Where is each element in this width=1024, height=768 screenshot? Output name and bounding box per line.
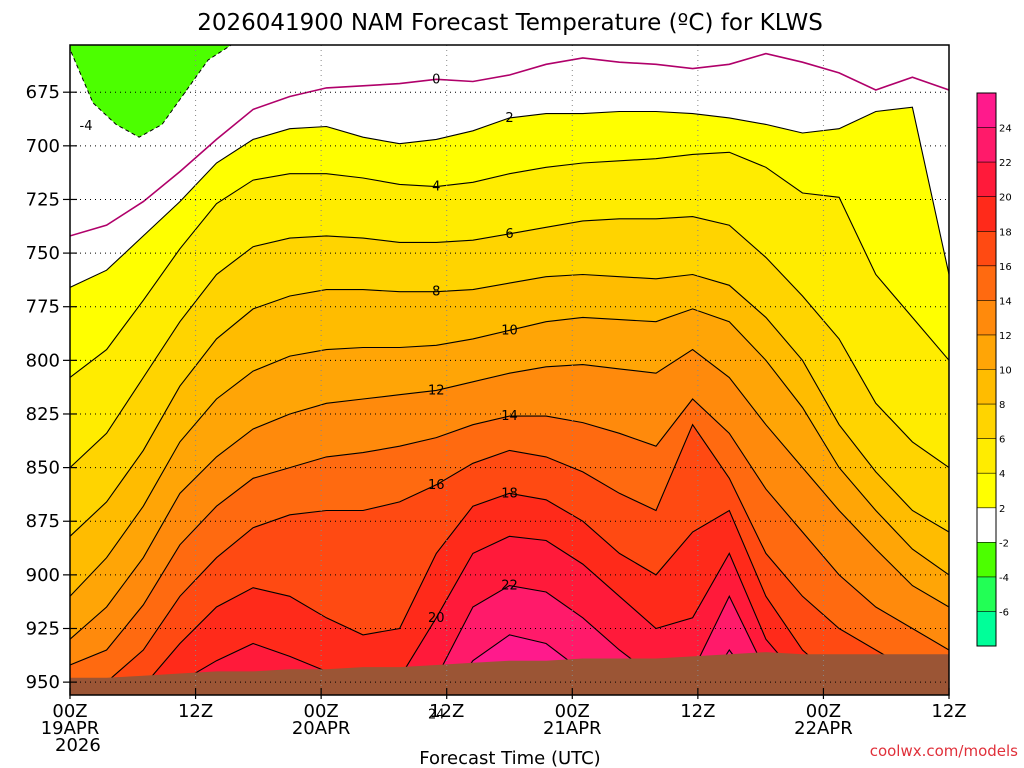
colorbar-segment-3: [977, 196, 996, 232]
colorbar-segment-9: [977, 404, 996, 440]
y-tick-label-800: 800: [26, 350, 60, 371]
y-tick-label-775: 775: [26, 297, 60, 318]
colorbar-segment-10: [977, 438, 996, 474]
y-tick-label-725: 725: [26, 189, 60, 210]
contour-label-14: 14: [501, 409, 518, 424]
colorbar-segment-6: [977, 300, 996, 336]
plot-frame: [69, 44, 950, 696]
y-tick-label-900: 900: [26, 565, 60, 586]
colorbar-segment-13: [977, 542, 996, 578]
colorbar-segment-12: [977, 507, 996, 543]
y-tick-label-700: 700: [26, 136, 60, 157]
colorbar-label-2: 2: [999, 504, 1005, 515]
contour-label-24: 24: [428, 707, 445, 722]
y-tick-label-850: 850: [26, 458, 60, 479]
y-tick-label-950: 950: [26, 672, 60, 693]
colorbar-label-4: 4: [999, 469, 1005, 480]
colorbar-segment-2: [977, 162, 996, 198]
colorbar-segment-11: [977, 473, 996, 509]
colorbar-label-10: 10: [999, 366, 1012, 377]
colorbar-label-22: 22: [999, 158, 1012, 169]
contour-label-12: 12: [428, 383, 445, 398]
colorbar-label-6: 6: [999, 435, 1005, 446]
colorbar-segment-7: [977, 334, 996, 370]
contour-label-4: 4: [432, 180, 440, 195]
plot-area: [70, 45, 949, 695]
x-tick-label-24-0: 00Z: [304, 701, 339, 722]
band--4: [70, 45, 259, 138]
colorbar-segment-5: [977, 265, 996, 301]
y-tick-label-875: 875: [26, 511, 60, 532]
y-tick-label-750: 750: [26, 243, 60, 264]
contour-label--4: -4: [80, 119, 93, 134]
x-tick-label-60-0: 12Z: [680, 701, 715, 722]
colorbar-label-16: 16: [999, 262, 1012, 273]
x-tick-label-12-0: 12Z: [178, 701, 213, 722]
x-tick-label-48-1: 21APR: [543, 718, 602, 739]
contour-8: [70, 273, 949, 537]
contour-22: [237, 585, 791, 695]
y-tick-label-925: 925: [26, 618, 60, 639]
contour-16: [70, 423, 949, 694]
contour-12: [70, 348, 949, 640]
colorbar-label-18: 18: [999, 227, 1012, 238]
colorbar-label--4: -4: [999, 573, 1009, 584]
colorbar-label-14: 14: [999, 296, 1012, 307]
x-tick-label-24-1: 20APR: [292, 718, 351, 739]
y-tick-label-675: 675: [26, 82, 60, 103]
x-tick-label-0-1: 19APR: [41, 718, 100, 739]
x-tick-label-72-0: 00Z: [806, 701, 841, 722]
contour-18: [117, 492, 892, 695]
contour-label-10: 10: [501, 323, 518, 338]
colorbar-label-24: 24: [999, 124, 1012, 135]
x-tick-label-48-0: 00Z: [555, 701, 590, 722]
contour-label-18: 18: [501, 486, 518, 501]
contour-label-0: 0: [432, 72, 440, 87]
contour-label-2: 2: [505, 111, 513, 126]
contour-6: [70, 216, 949, 469]
colorbar-segment-1: [977, 127, 996, 163]
colorbar-segment-8: [977, 369, 996, 405]
colorbar-label-12: 12: [999, 331, 1012, 342]
x-tick-label-72-1: 22APR: [794, 718, 853, 739]
x-tick-label-84-0: 12Z: [931, 701, 966, 722]
contour-label-6: 6: [505, 227, 513, 242]
contour-label-8: 8: [432, 285, 440, 300]
x-tick-label-36-0: 12Z: [429, 701, 464, 722]
chart-title: 2026041900 NAM Forecast Temperature (ºC)…: [197, 10, 823, 36]
x-axis-label: Forecast Time (UTC): [419, 748, 600, 768]
contour-14: [70, 398, 949, 666]
contour-4: [70, 151, 949, 378]
colorbar-label--2: -2: [999, 538, 1009, 549]
credit-text: coolwx.com/models: [870, 742, 1018, 760]
contour-2: [70, 106, 949, 288]
colorbar-segment-15: [977, 611, 996, 647]
y-tick-label-825: 825: [26, 404, 60, 425]
contour-label-22: 22: [501, 579, 518, 594]
x-tick-label-0-2: 2026: [55, 735, 101, 756]
x-tick-label-0-0: 00Z: [52, 701, 87, 722]
ground: [70, 652, 949, 695]
contour-label-16: 16: [428, 478, 445, 493]
colorbar-label-20: 20: [999, 193, 1012, 204]
y-axis: 675 700 725 750 775 800 825 850 875 900 925 950: [26, 82, 77, 693]
contour-0: [70, 52, 949, 237]
contour-label-20: 20: [428, 611, 445, 626]
colorbar-segment-4: [977, 231, 996, 267]
colorbar-label--6: -6: [999, 607, 1009, 618]
colorbar-segment-0: [977, 93, 996, 129]
colorbar-segment-14: [977, 576, 996, 612]
colorbar: 24 22 20 18 16 14 12 10 8 6 4 2 -2 -4 -6: [976, 92, 1012, 647]
contour-10: [70, 308, 949, 597]
colorbar-label-8: 8: [999, 400, 1005, 411]
contour-24: [448, 634, 764, 695]
